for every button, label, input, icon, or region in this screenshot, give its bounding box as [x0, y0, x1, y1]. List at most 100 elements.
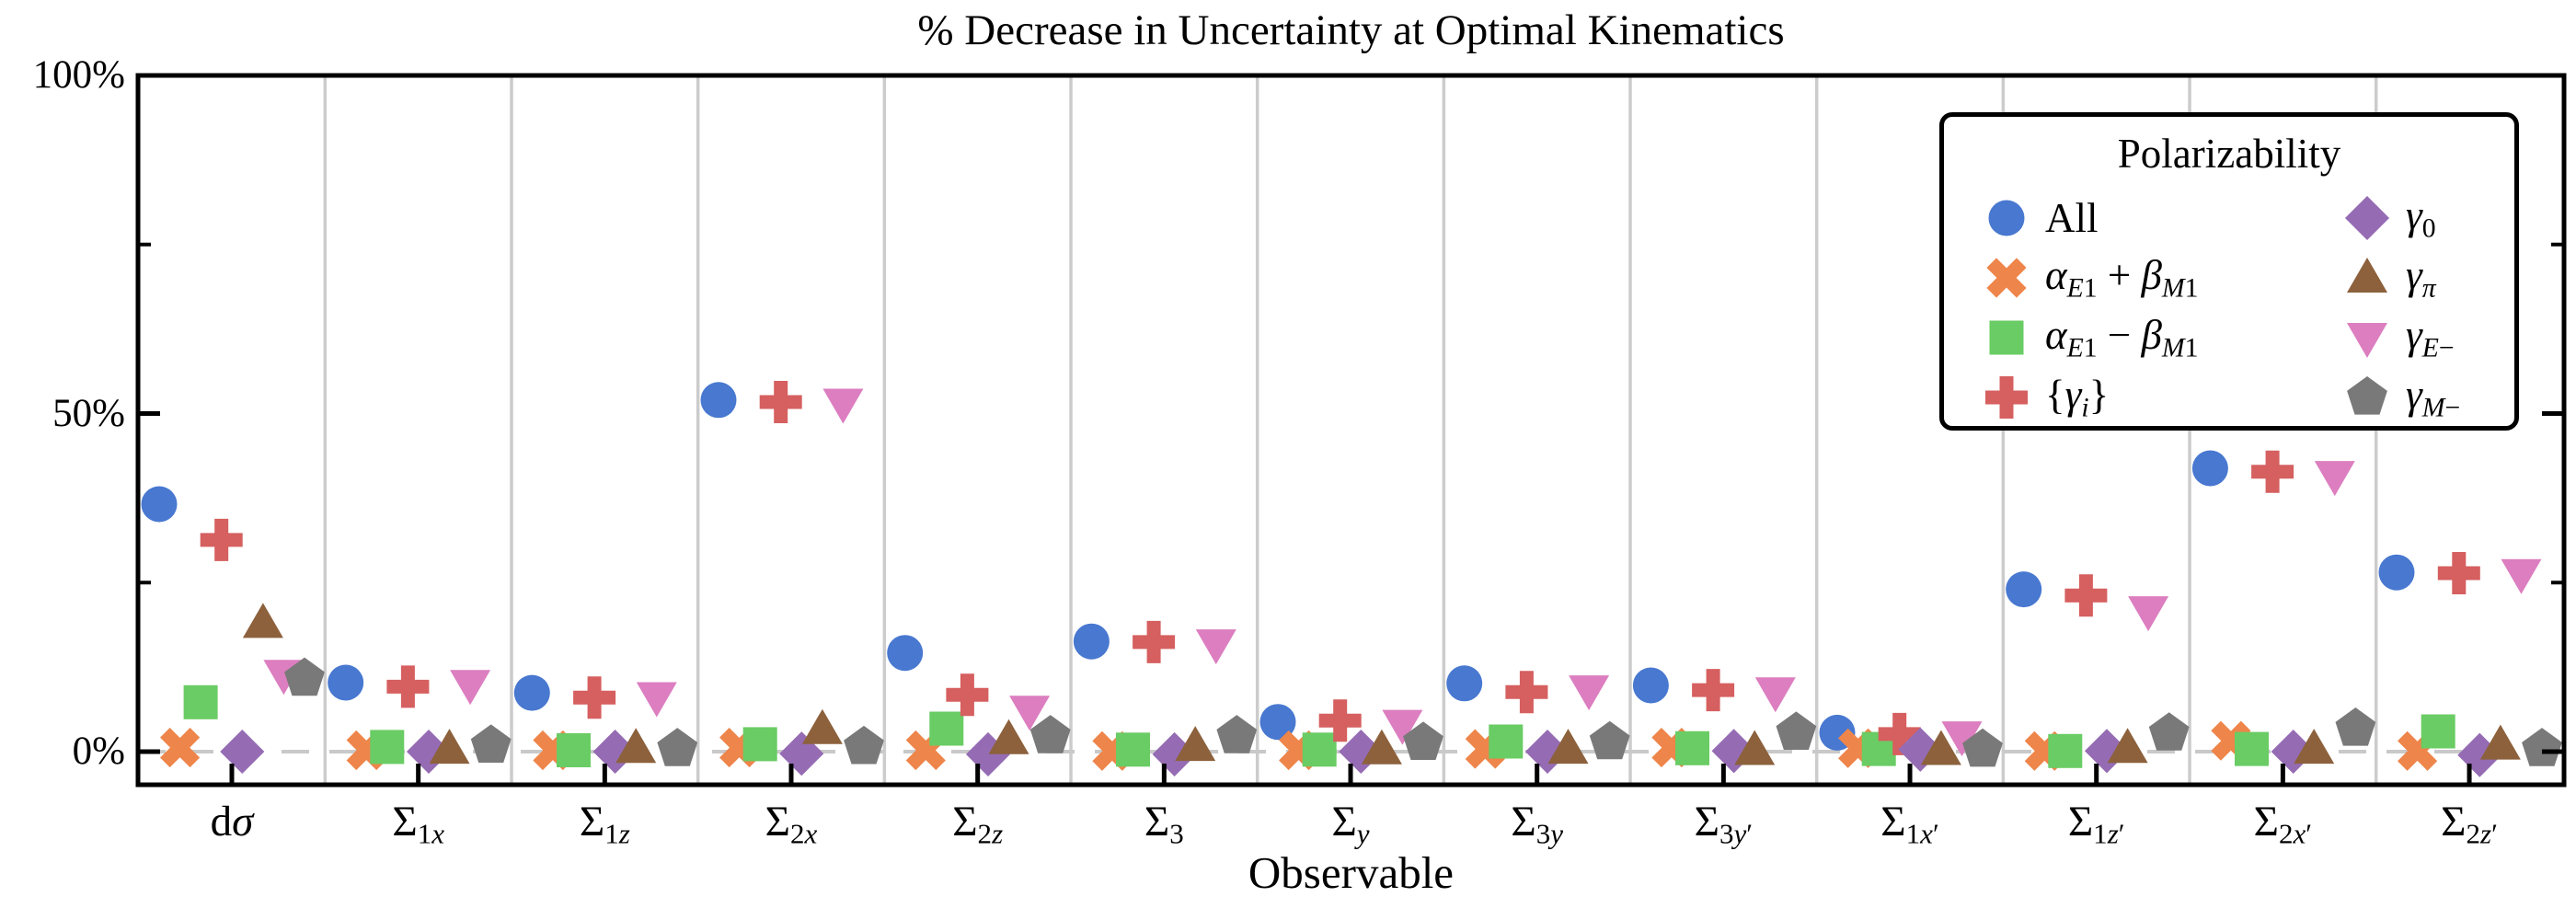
- legend-label: αE1 + βM1: [2045, 252, 2199, 304]
- legend: Polarizability All αE1 + βM1 αE1 − βM1 {γi}…: [1939, 112, 2519, 431]
- data-point: [887, 635, 924, 672]
- data-point: [946, 673, 989, 717]
- data-point: [2437, 552, 2480, 594]
- data-point: [2522, 728, 2562, 766]
- x-tick-label-Sigma_1zp: Σ1z′: [2067, 798, 2125, 850]
- data-point: [1878, 712, 1921, 755]
- data-point: [1632, 667, 1669, 704]
- data-point: [801, 708, 843, 744]
- x-tick-label-Sigma_2x: Σ2x: [765, 798, 818, 850]
- x-tick-label-Sigma_2zp: Σ2z′: [2441, 798, 2498, 850]
- data-point: [2479, 724, 2521, 760]
- data-point: [328, 664, 364, 701]
- data-point: [1754, 677, 1796, 713]
- legend-item-gamma_0: γ0: [2341, 192, 2436, 244]
- data-point: [1361, 729, 1402, 765]
- data-point: [759, 381, 802, 423]
- x-axis-title: Observable: [1248, 847, 1455, 898]
- legend-item-gamma_E_minus: γE−: [2341, 312, 2455, 363]
- plus-marker-icon: [1985, 376, 2028, 419]
- data-point: [2421, 714, 2455, 749]
- data-point: [1489, 724, 1524, 759]
- data-point: [2064, 574, 2108, 617]
- x-tick-label-Sigma_1xp: Σ1x′: [1880, 798, 1939, 850]
- x-tick-label-Sigma_3y: Σ3y: [1511, 798, 1564, 850]
- data-point: [1962, 728, 2003, 767]
- data-point: [160, 728, 201, 768]
- data-point: [1589, 720, 1630, 760]
- data-point: [1505, 671, 1548, 714]
- data-point: [242, 603, 283, 638]
- data-point: [2128, 596, 2169, 632]
- x-tick-label-Sigma_1z: Σ1z: [579, 798, 630, 850]
- legend-item-gamma_pi: γπ: [2341, 252, 2436, 304]
- data-point: [573, 676, 616, 719]
- data-point: [1216, 715, 1258, 753]
- square-marker-icon: [1989, 320, 2024, 355]
- x-tick-label-dsigma: dσ: [210, 798, 254, 845]
- data-point: [1116, 732, 1150, 767]
- data-point: [822, 388, 864, 424]
- data-point: [2501, 558, 2542, 594]
- data-point: [2107, 728, 2148, 764]
- y-tick-label-50: 50%: [52, 392, 125, 435]
- data-point: [2294, 729, 2335, 765]
- x-tick-label-Sigma_3: Σ3: [1144, 798, 1184, 850]
- data-point: [1009, 696, 1051, 731]
- x-tick-label-Sigma_1x: Σ1x: [392, 798, 444, 850]
- legend-label: γ0: [2406, 192, 2436, 244]
- y-tick-label-100: 100%: [32, 53, 125, 97]
- data-point: [200, 518, 243, 561]
- data-point: [513, 674, 550, 711]
- data-point: [1692, 669, 1735, 712]
- data-point: [1446, 665, 1483, 702]
- legend-label: {γi}: [2045, 372, 2110, 423]
- legend-item-gamma_i_set: {γi}: [1981, 372, 2109, 423]
- data-point: [1547, 729, 1589, 765]
- chart-title: % Decrease in Uncertainty at Optimal Kin…: [917, 6, 1785, 54]
- data-point: [2148, 712, 2190, 751]
- data-point: [2335, 707, 2376, 746]
- y-tick-label-0: 0%: [72, 730, 125, 773]
- triangle-up-marker-icon: [2347, 258, 2387, 293]
- legend-item-aE1_minus_bM1: αE1 − βM1: [1981, 312, 2199, 363]
- data-point: [1382, 709, 1423, 745]
- data-point: [742, 727, 777, 762]
- x-tick-label-Sigma_3yp: Σ3y′: [1694, 798, 1754, 850]
- data-point: [2235, 731, 2269, 766]
- data-point: [2378, 554, 2415, 591]
- legend-item-all: All: [1981, 192, 2099, 244]
- data-point: [657, 728, 698, 766]
- data-point: [1133, 620, 1176, 663]
- data-point: [2251, 450, 2294, 493]
- data-point: [1675, 730, 1709, 765]
- data-point: [636, 682, 677, 718]
- legend-label: αE1 − βM1: [2045, 312, 2199, 363]
- data-point: [2314, 461, 2355, 497]
- data-point: [1318, 699, 1362, 742]
- data-point: [2006, 571, 2042, 608]
- data-point: [470, 724, 512, 763]
- data-point: [450, 670, 491, 706]
- x-tick-label-Sigma_2xp: Σ2x′: [2253, 798, 2313, 850]
- data-point: [929, 711, 964, 746]
- legend-item-gamma_M_minus: γM−: [2341, 372, 2460, 423]
- triangle-down-marker-icon: [2347, 323, 2387, 358]
- legend-label: γM−: [2406, 372, 2461, 423]
- data-point: [557, 733, 591, 767]
- data-point: [386, 665, 430, 708]
- x-tick-label-Sigma_y: Σy: [1331, 798, 1370, 850]
- diamond-marker-icon: [2344, 195, 2390, 241]
- data-point: [700, 382, 737, 419]
- data-point: [183, 684, 218, 719]
- pentagon-marker-icon: [2347, 376, 2387, 415]
- x-tick-label-Sigma_2z: Σ2z: [952, 798, 1004, 850]
- data-point: [220, 729, 265, 775]
- data-point: [988, 719, 1029, 754]
- legend-label: γE−: [2406, 312, 2455, 363]
- data-point: [370, 730, 405, 765]
- data-point: [1569, 675, 1610, 711]
- data-point: [2191, 450, 2228, 487]
- data-point: [844, 725, 884, 765]
- data-point: [284, 657, 325, 696]
